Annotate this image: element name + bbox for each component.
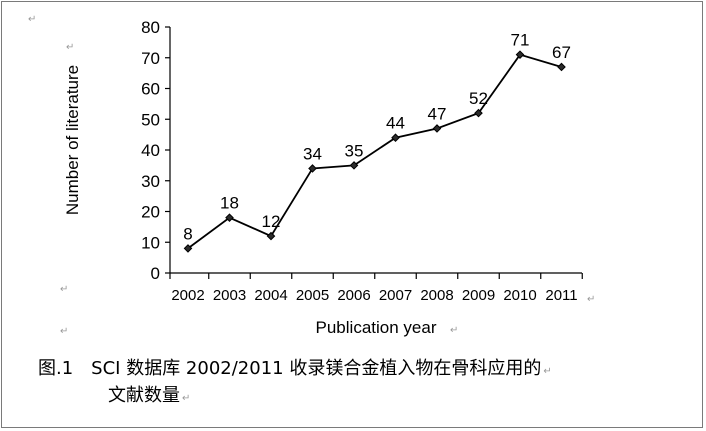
x-tick-label: 2002: [171, 287, 204, 304]
x-tick-label: 2005: [296, 287, 329, 304]
data-label: 47: [428, 104, 447, 123]
y-tick-label: 10: [141, 233, 160, 252]
y-tick-label: 60: [141, 80, 160, 99]
data-point: [183, 244, 193, 253]
data-labels: 8 18 12 34 35 44 47 52 71 67: [183, 31, 571, 244]
series-line: [187, 53, 562, 250]
figure-caption-continued: 文献数量 ↵: [108, 381, 190, 407]
data-point: [266, 231, 276, 241]
paragraph-mark: ↵: [60, 284, 68, 295]
y-tick-label: 0: [151, 264, 160, 283]
paragraph-mark: ↵: [28, 14, 36, 25]
x-tick-label: 2003: [213, 287, 246, 304]
paragraph-mark: ↵: [182, 393, 191, 404]
data-label: 67: [552, 43, 571, 62]
data-label: 52: [469, 89, 488, 108]
data-label: 44: [386, 114, 405, 133]
x-tick-label: 2007: [379, 287, 412, 304]
paragraph-mark: ↵: [587, 294, 595, 305]
paragraph-mark: ↵: [66, 42, 74, 53]
paragraph-mark: ↵: [60, 326, 68, 337]
data-point: [515, 50, 525, 59]
x-tick-label: 2006: [337, 287, 370, 304]
data-point: [432, 124, 442, 133]
paragraph-mark: ↵: [543, 366, 552, 377]
data-point: [474, 108, 483, 118]
y-tick-label: 20: [141, 203, 160, 222]
x-tick-label: 2010: [503, 287, 536, 304]
figure-caption: 图.1 SCI 数据库 2002/2011 收录镁合金植入物在骨科应用的 ↵: [38, 354, 552, 380]
y-tick-label: 80: [141, 18, 160, 37]
data-point: [308, 164, 317, 173]
caption-line-2: 文献数量: [108, 385, 180, 406]
data-point: [391, 133, 400, 143]
data-point: [349, 161, 359, 170]
paragraph-mark: ↵: [450, 325, 458, 336]
y-ticks: 0 10 20 30 40 50 60 70 80: [141, 18, 170, 283]
data-label: 71: [511, 31, 530, 50]
data-label: 18: [220, 194, 239, 213]
data-label: 34: [303, 144, 322, 163]
x-tick-label: 2004: [254, 287, 287, 304]
caption-line-1: 图.1 SCI 数据库 2002/2011 收录镁合金植入物在骨科应用的: [38, 358, 542, 379]
x-tick-label: 2011: [545, 287, 577, 304]
data-label: 12: [262, 212, 281, 231]
data-points: [183, 50, 566, 253]
y-tick-label: 40: [141, 141, 160, 160]
x-ticks: 2002 2003 2004 2005 2006 2007 2008 2009 2010 2011: [169, 273, 583, 304]
x-tick-label: 2009: [462, 287, 495, 304]
y-tick-label: 30: [141, 172, 160, 191]
paragraph-marks: ↵ ↵ ↵ ↵: [28, 14, 74, 337]
data-label: 8: [183, 224, 192, 243]
y-tick-label: 70: [141, 49, 160, 68]
data-point: [225, 213, 234, 222]
y-axis-title: Number of literature: [63, 65, 82, 215]
data-label: 35: [345, 141, 364, 160]
x-axis-title: Publication year: [316, 318, 437, 337]
y-tick-label: 50: [141, 110, 160, 129]
x-tick-label: 2008: [420, 287, 453, 304]
data-point: [557, 62, 566, 72]
